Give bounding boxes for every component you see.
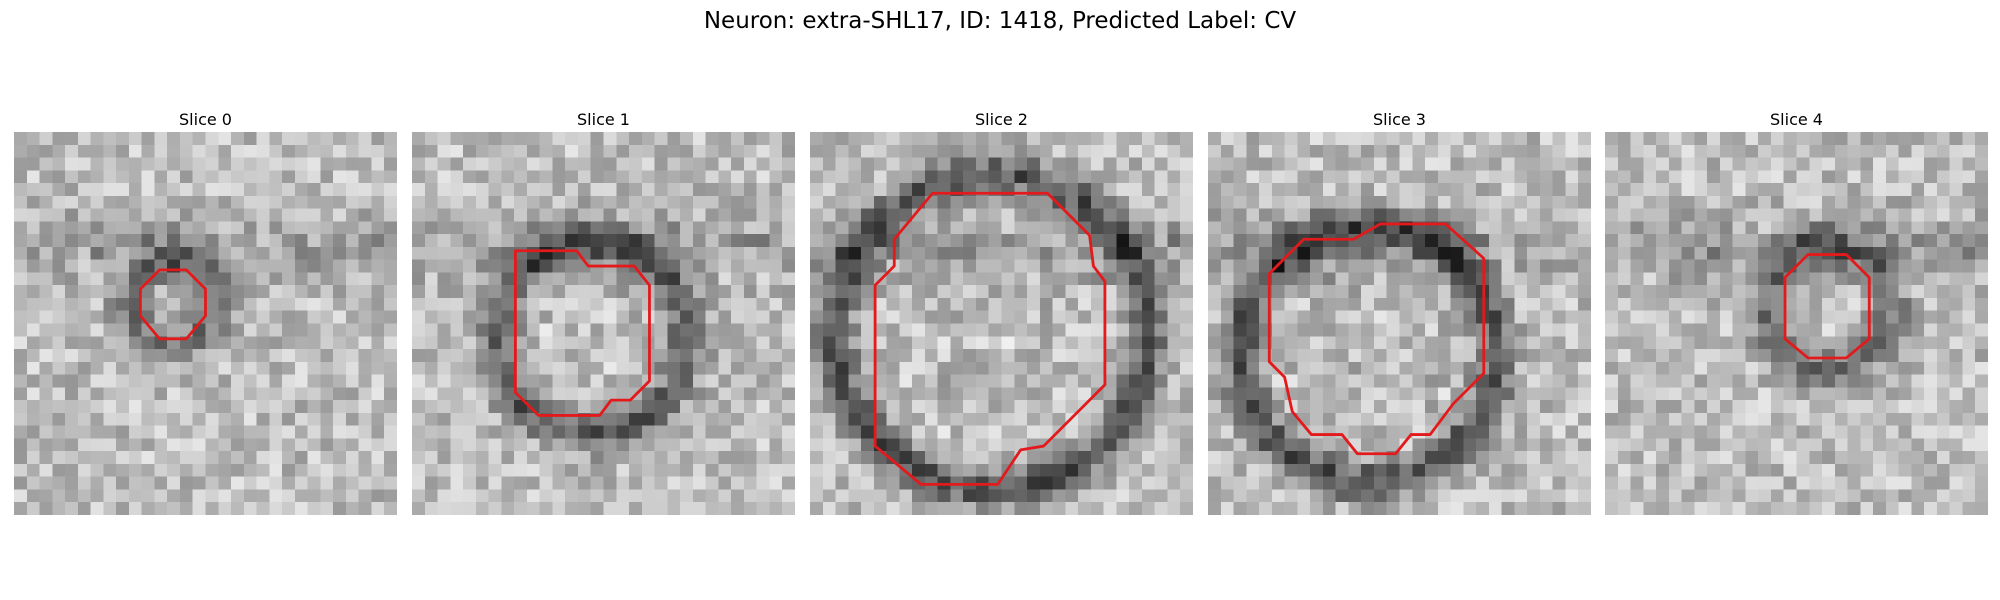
slice-panel: Slice 4 (1605, 108, 1988, 515)
em-slice-image (412, 132, 795, 515)
em-slice-image (14, 132, 397, 515)
slice-panel: Slice 3 (1208, 108, 1591, 515)
slice-title: Slice 0 (179, 110, 232, 129)
em-slice-image (1208, 132, 1591, 515)
slice-panel: Slice 2 (810, 108, 1193, 515)
em-slice-image (1605, 132, 1988, 515)
slice-title: Slice 1 (577, 110, 630, 129)
em-slice-image (810, 132, 1193, 515)
segmentation-contour (873, 191, 1107, 486)
slice-title: Slice 2 (975, 110, 1028, 129)
segmentation-contour (514, 249, 651, 417)
segmentation-contour (138, 268, 207, 341)
segmentation-contour (1267, 222, 1486, 456)
slice-panel: Slice 1 (412, 108, 795, 515)
figure-title: Neuron: extra-SHL17, ID: 1418, Predicted… (703, 8, 1297, 34)
segmentation-contour (1783, 253, 1871, 360)
slice-panel: Slice 0 (14, 108, 397, 515)
slice-title: Slice 4 (1770, 110, 1823, 129)
slice-title: Slice 3 (1373, 110, 1426, 129)
